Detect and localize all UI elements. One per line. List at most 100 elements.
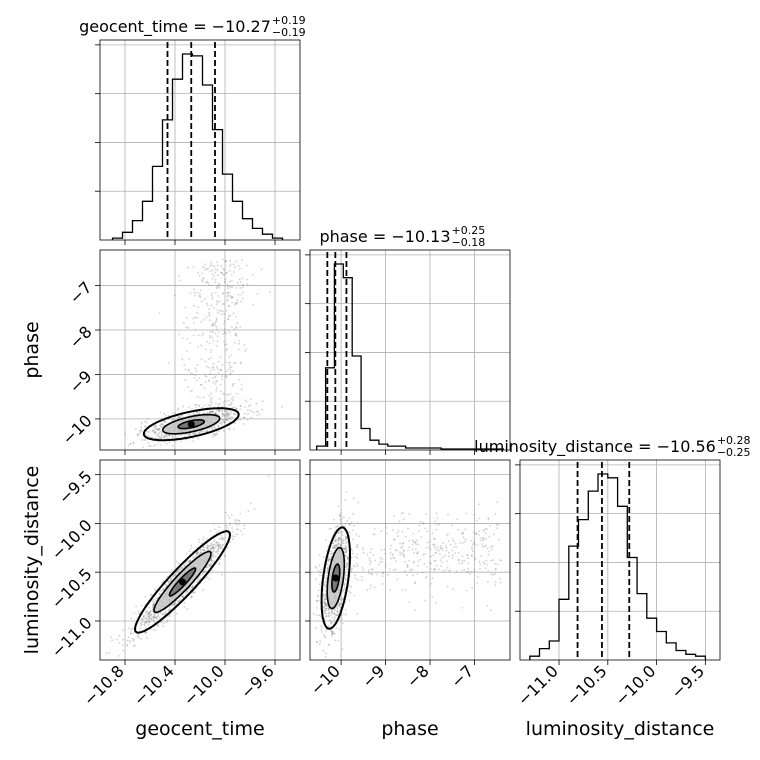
sample-point — [465, 589, 468, 592]
sample-point — [318, 554, 321, 557]
sample-point — [219, 356, 222, 359]
panel-frame — [309, 459, 511, 661]
sample-point — [328, 619, 331, 622]
sample-point — [348, 531, 351, 534]
sample-point — [223, 421, 226, 424]
sample-point — [485, 544, 488, 547]
sample-point — [210, 547, 213, 550]
sample-point — [239, 267, 241, 270]
sample-point — [179, 569, 182, 571]
sample-point — [334, 544, 337, 547]
sample-point — [474, 532, 477, 535]
sample-point — [351, 549, 354, 552]
sample-point — [316, 641, 319, 644]
sample-point — [330, 629, 333, 632]
sample-point — [237, 419, 240, 421]
sample-point — [413, 551, 416, 554]
sample-point — [399, 553, 402, 556]
sample-point — [105, 652, 108, 655]
sample-point — [337, 540, 340, 542]
sample-point — [221, 303, 224, 306]
sample-point — [202, 545, 205, 548]
sample-point — [184, 368, 187, 371]
sample-point — [241, 277, 244, 280]
sample-point — [223, 415, 226, 417]
sample-point — [144, 420, 146, 423]
sample-point — [333, 616, 336, 619]
sample-point — [144, 595, 147, 598]
sample-point — [143, 623, 146, 626]
sample-point — [206, 546, 209, 549]
sample-point — [140, 429, 143, 431]
sample-point — [214, 375, 217, 378]
sample-point — [221, 538, 224, 541]
sample-point — [141, 623, 143, 626]
sample-point — [396, 578, 399, 581]
sample-point — [167, 610, 170, 613]
sample-point — [324, 602, 326, 605]
sample-point — [176, 417, 179, 420]
sample-point — [484, 567, 487, 570]
sample-point — [223, 327, 226, 330]
sample-point — [140, 622, 142, 625]
sample-point — [231, 416, 234, 419]
sample-point — [223, 330, 226, 333]
sample-point — [211, 324, 214, 327]
sample-point — [230, 403, 233, 405]
sample-point — [485, 537, 487, 540]
sample-point — [222, 303, 225, 305]
sample-point — [192, 437, 194, 440]
sample-point — [131, 627, 134, 630]
sample-point — [239, 418, 242, 421]
sample-point — [189, 559, 191, 562]
sample-point — [168, 434, 171, 437]
sample-point — [408, 539, 411, 542]
sample-point — [214, 383, 217, 385]
sample-point — [369, 563, 371, 565]
sample-point — [146, 418, 149, 421]
sample-point — [339, 598, 342, 601]
sample-point — [433, 537, 436, 540]
sample-point — [337, 639, 340, 642]
sample-point — [425, 577, 428, 580]
sample-point — [338, 628, 341, 631]
sample-point — [218, 563, 221, 565]
sample-point — [336, 545, 339, 548]
sample-point — [226, 417, 228, 419]
sample-point — [238, 278, 241, 281]
tick-label-y: −8 — [66, 322, 96, 352]
sample-point — [224, 414, 226, 417]
sample-point — [219, 368, 222, 371]
sample-point — [319, 571, 321, 574]
sample-point — [333, 539, 336, 542]
sample-point — [238, 342, 240, 345]
sample-point — [327, 625, 330, 628]
sample-point — [211, 546, 213, 549]
sample-point — [149, 617, 152, 620]
title-text: luminosity_distance = −10.56 — [474, 437, 716, 457]
sample-point — [227, 415, 230, 418]
sample-point — [140, 604, 143, 607]
sample-point — [243, 524, 246, 527]
panel-frame — [99, 249, 301, 451]
sample-point — [246, 283, 249, 286]
sample-point — [470, 570, 473, 573]
sample-point — [217, 409, 220, 412]
sample-point — [317, 599, 320, 602]
sample-point — [324, 603, 327, 606]
sample-point — [395, 560, 397, 562]
sample-point — [226, 285, 229, 288]
sample-point — [228, 291, 231, 294]
sample-point — [150, 616, 152, 618]
sample-point — [209, 558, 212, 561]
sample-point — [198, 541, 201, 543]
sample-point — [203, 404, 206, 407]
sample-point — [329, 622, 332, 625]
sample-point — [189, 390, 192, 393]
sample-point — [321, 631, 324, 633]
sample-point — [247, 405, 250, 408]
sample-point — [150, 613, 153, 616]
sample-point — [314, 565, 317, 568]
sample-point — [381, 583, 384, 585]
sample-point — [148, 611, 151, 614]
